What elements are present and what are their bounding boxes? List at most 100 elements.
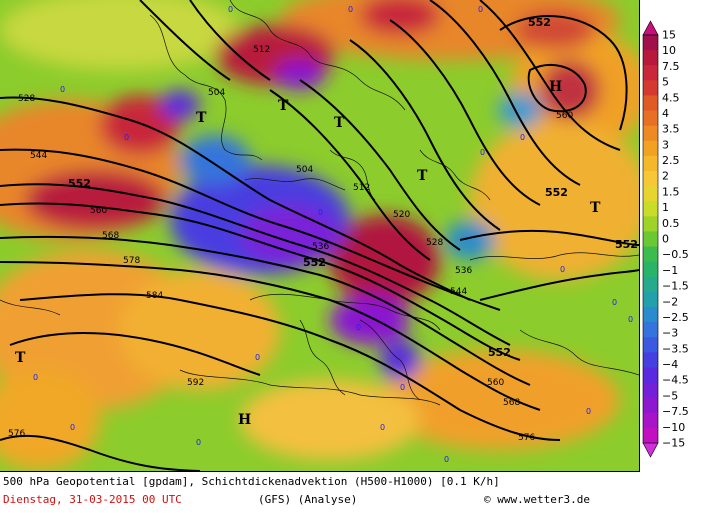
svg-text:560: 560 xyxy=(90,206,107,216)
svg-text:0: 0 xyxy=(586,407,591,416)
svg-text:0: 0 xyxy=(356,323,361,332)
legend-band xyxy=(643,427,658,444)
legend-label: −7.5 xyxy=(662,405,689,418)
cold-advection-area xyxy=(180,135,250,185)
legend-label: 4.5 xyxy=(662,91,680,104)
legend-band xyxy=(643,367,658,384)
svg-text:0: 0 xyxy=(228,5,233,14)
svg-text:0: 0 xyxy=(124,133,129,142)
legend-label: −1.5 xyxy=(662,280,689,293)
svg-text:552: 552 xyxy=(68,177,91,190)
legend-label: 0.5 xyxy=(662,217,680,230)
legend-label: −4 xyxy=(662,358,678,371)
svg-text:0: 0 xyxy=(318,208,323,217)
caption-date: Dienstag, 31-03-2015 00 UTC xyxy=(3,493,182,506)
legend-band xyxy=(643,276,658,293)
legend-frame xyxy=(642,34,659,444)
trough-marker: T xyxy=(15,350,26,366)
svg-text:552: 552 xyxy=(303,256,326,269)
trough-marker: T xyxy=(334,115,345,131)
legend-label: −5 xyxy=(662,389,678,402)
high-marker: H xyxy=(549,79,562,95)
warm-advection-area xyxy=(240,380,420,460)
zero-isoline-labels: 0 0 0 0 0 0 0 0 0 0 0 0 0 0 0 0 0 0 0 0 xyxy=(33,5,633,464)
svg-text:544: 544 xyxy=(450,287,467,297)
legend-label: −2.5 xyxy=(662,311,689,324)
legend-band xyxy=(643,95,658,112)
legend-band xyxy=(643,397,658,414)
legend-band xyxy=(643,231,658,248)
svg-text:0: 0 xyxy=(478,5,483,14)
svg-text:0: 0 xyxy=(348,5,353,14)
svg-text:536: 536 xyxy=(312,242,329,252)
svg-text:592: 592 xyxy=(187,378,204,388)
warm-advection-area xyxy=(120,270,280,390)
legend-top-arrow xyxy=(642,20,659,36)
svg-text:0: 0 xyxy=(196,438,201,447)
svg-text:560: 560 xyxy=(556,111,573,121)
svg-text:584: 584 xyxy=(146,291,163,301)
svg-text:0: 0 xyxy=(628,315,633,324)
cold-advection-area xyxy=(160,90,200,120)
legend-label: 10 xyxy=(662,44,676,57)
svg-text:536: 536 xyxy=(455,266,472,276)
geopotential-contours xyxy=(0,0,639,471)
svg-text:0: 0 xyxy=(444,455,449,464)
svg-text:528: 528 xyxy=(426,238,443,248)
legend-label: 2.5 xyxy=(662,154,680,167)
credit-link[interactable]: www.wetter3.de xyxy=(497,493,590,506)
strong-warm-advection xyxy=(360,0,440,35)
warm-advection-area xyxy=(470,120,639,280)
cold-advection-area xyxy=(498,92,542,128)
map-caption: 500 hPa Geopotential [gpdam], Schichtdic… xyxy=(0,472,704,513)
legend-band xyxy=(643,35,658,51)
cold-advection-area xyxy=(330,295,410,345)
legend-band xyxy=(643,155,658,172)
legend-band xyxy=(643,307,658,323)
legend-label: −4.5 xyxy=(662,374,689,387)
legend-label: −15 xyxy=(662,437,685,450)
contour-labels: 528 544 552 560 568 578 584 592 576 512 … xyxy=(8,16,638,443)
trough-marker: T xyxy=(417,168,428,184)
legend-label: 1.5 xyxy=(662,185,680,198)
trough-marker: T xyxy=(196,110,207,126)
svg-text:0: 0 xyxy=(33,373,38,382)
legend-label: −10 xyxy=(662,421,685,434)
svg-text:520: 520 xyxy=(393,210,410,220)
legend-label: 2 xyxy=(662,170,669,183)
legend-band xyxy=(643,412,658,429)
svg-text:0: 0 xyxy=(520,133,525,142)
strong-warm-advection xyxy=(100,95,180,155)
legend-label: −3 xyxy=(662,327,678,340)
coastlines xyxy=(0,0,639,406)
svg-text:528: 528 xyxy=(18,94,35,104)
caption-title: 500 hPa Geopotential [gpdam], Schichtdic… xyxy=(3,475,500,488)
legend-band xyxy=(643,246,658,263)
legend-band xyxy=(643,291,658,308)
legend-label: 1 xyxy=(662,201,669,214)
warm-advection-area xyxy=(0,0,240,70)
trough-marker: T xyxy=(278,98,289,114)
caption-credit[interactable]: © www.wetter3.de xyxy=(484,493,590,506)
svg-text:568: 568 xyxy=(503,398,520,408)
legend-label: −2 xyxy=(662,295,678,308)
strong-warm-advection xyxy=(540,60,600,120)
high-marker: H xyxy=(238,412,251,428)
color-legend: 15 10 7.5 5 4.5 4 3.5 3 2.5 2 1.5 1 0.5 0 −0.5 −1 −1.5 −2… xyxy=(640,0,704,472)
svg-text:0: 0 xyxy=(255,353,260,362)
svg-text:568: 568 xyxy=(102,231,119,241)
pressure-centers: T T T T T T H H xyxy=(15,79,601,428)
legend-label: 3 xyxy=(662,138,669,151)
legend-bottom-arrow xyxy=(642,442,659,458)
legend-band xyxy=(643,171,658,187)
legend-label: 3.5 xyxy=(662,123,680,136)
legend-label: 5 xyxy=(662,76,669,89)
svg-text:0: 0 xyxy=(612,298,617,307)
svg-text:0: 0 xyxy=(60,85,65,94)
svg-text:504: 504 xyxy=(296,165,313,175)
svg-text:0: 0 xyxy=(380,423,385,432)
svg-text:512: 512 xyxy=(253,45,270,55)
svg-text:576: 576 xyxy=(518,433,535,443)
legend-label: −1 xyxy=(662,264,678,277)
trough-marker: T xyxy=(590,200,601,216)
